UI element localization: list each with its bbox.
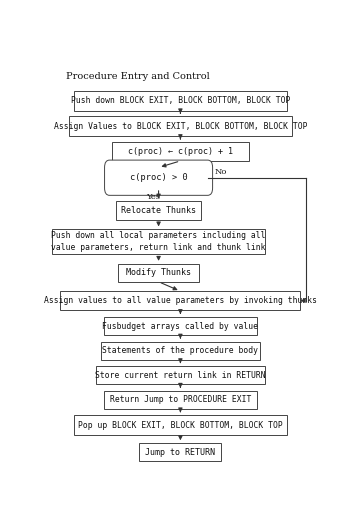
FancyBboxPatch shape bbox=[74, 91, 287, 111]
FancyBboxPatch shape bbox=[96, 366, 265, 384]
Text: c(proc) > 0: c(proc) > 0 bbox=[130, 173, 188, 182]
Text: Assign Values to BLOCK EXIT, BLOCK BOTTOM, BLOCK TOP: Assign Values to BLOCK EXIT, BLOCK BOTTO… bbox=[54, 122, 307, 130]
Text: Yes: Yes bbox=[146, 194, 160, 202]
FancyBboxPatch shape bbox=[104, 317, 257, 335]
FancyBboxPatch shape bbox=[101, 342, 259, 360]
FancyBboxPatch shape bbox=[61, 291, 301, 310]
Text: Statements of the procedure body: Statements of the procedure body bbox=[102, 346, 258, 355]
Text: Fusbudget arrays called by value: Fusbudget arrays called by value bbox=[102, 321, 258, 330]
Text: Jump to RETURN: Jump to RETURN bbox=[145, 448, 215, 456]
FancyBboxPatch shape bbox=[69, 117, 292, 136]
FancyBboxPatch shape bbox=[105, 160, 213, 195]
FancyBboxPatch shape bbox=[139, 443, 221, 461]
Text: Push down BLOCK EXIT, BLOCK BOTTOM, BLOCK TOP: Push down BLOCK EXIT, BLOCK BOTTOM, BLOC… bbox=[71, 96, 290, 105]
Text: c(proc) ← c(proc) + 1: c(proc) ← c(proc) + 1 bbox=[128, 147, 233, 156]
Text: Modify Thunks: Modify Thunks bbox=[126, 268, 191, 277]
Text: Procedure Entry and Control: Procedure Entry and Control bbox=[66, 72, 209, 81]
FancyBboxPatch shape bbox=[104, 390, 257, 409]
FancyBboxPatch shape bbox=[118, 264, 200, 282]
FancyBboxPatch shape bbox=[112, 142, 249, 161]
Text: Push down all local parameters including all
value parameters, return link and t: Push down all local parameters including… bbox=[51, 231, 266, 252]
Text: Pop up BLOCK EXIT, BLOCK BOTTOM, BLOCK TOP: Pop up BLOCK EXIT, BLOCK BOTTOM, BLOCK T… bbox=[78, 421, 283, 430]
Text: Store current return link in RETURN: Store current return link in RETURN bbox=[95, 371, 266, 380]
Text: Assign values to all value parameters by invoking thunks: Assign values to all value parameters by… bbox=[44, 296, 317, 305]
FancyBboxPatch shape bbox=[52, 229, 265, 254]
Text: Return Jump to PROCEDURE EXIT: Return Jump to PROCEDURE EXIT bbox=[110, 395, 251, 404]
FancyBboxPatch shape bbox=[116, 202, 201, 220]
Text: Relocate Thunks: Relocate Thunks bbox=[121, 206, 196, 215]
FancyBboxPatch shape bbox=[74, 415, 287, 435]
Text: No: No bbox=[214, 169, 227, 177]
